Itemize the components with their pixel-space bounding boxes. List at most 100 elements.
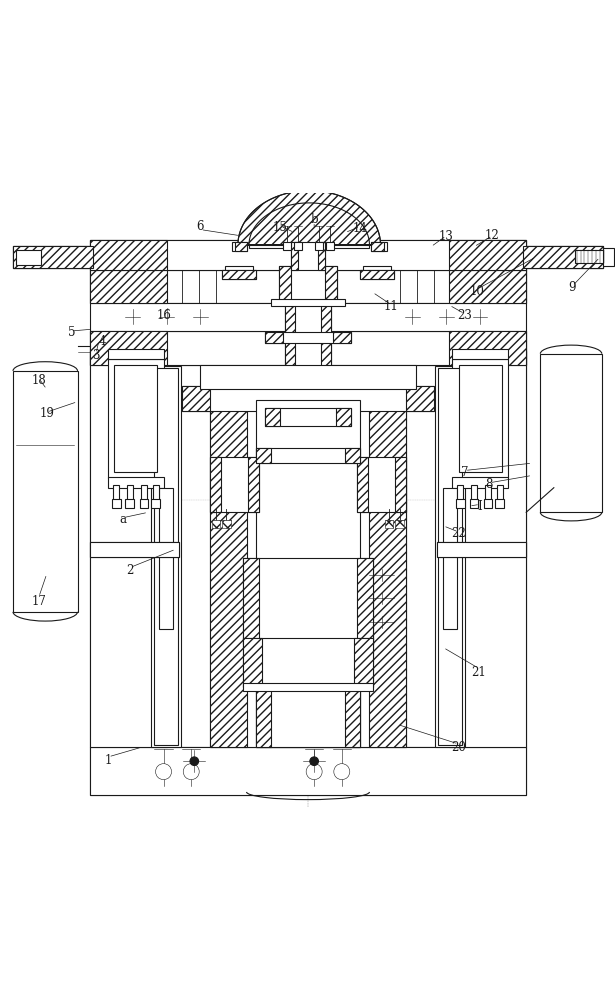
Bar — [458, 365, 501, 472]
Bar — [90, 747, 526, 795]
Bar — [13, 246, 93, 268]
Bar — [127, 485, 133, 500]
Bar — [452, 349, 508, 359]
Bar — [249, 245, 370, 248]
Text: 7: 7 — [461, 466, 469, 479]
Bar — [345, 448, 360, 463]
Bar — [90, 331, 167, 365]
Circle shape — [156, 764, 172, 780]
Circle shape — [190, 757, 198, 766]
Bar — [326, 242, 334, 250]
Bar — [363, 266, 391, 271]
Bar — [152, 366, 180, 747]
Bar — [279, 266, 337, 303]
Polygon shape — [385, 520, 394, 528]
Text: 1: 1 — [105, 754, 112, 767]
Bar — [457, 485, 463, 500]
Bar — [452, 359, 508, 478]
Text: a: a — [119, 513, 126, 526]
Bar — [90, 331, 526, 365]
Bar — [108, 359, 164, 478]
Bar — [449, 351, 526, 747]
Bar — [153, 485, 159, 500]
Bar — [265, 332, 283, 343]
Bar — [279, 266, 291, 303]
Bar — [496, 485, 503, 500]
Bar — [90, 240, 167, 270]
Bar — [160, 488, 172, 629]
Bar — [90, 303, 526, 331]
Bar — [294, 242, 302, 250]
Bar — [449, 331, 526, 365]
Bar — [357, 457, 368, 512]
Bar — [370, 394, 407, 747]
Bar — [182, 386, 434, 411]
Bar — [271, 299, 345, 306]
Bar — [354, 638, 373, 687]
Bar — [200, 365, 416, 389]
Circle shape — [183, 764, 199, 780]
Bar — [90, 351, 167, 747]
Bar — [112, 499, 121, 508]
Bar — [471, 485, 477, 500]
Bar — [452, 477, 508, 488]
Bar — [449, 270, 526, 303]
Bar — [407, 386, 434, 411]
Text: 2: 2 — [126, 564, 134, 577]
Bar — [265, 408, 351, 426]
Bar — [113, 485, 120, 500]
Text: 9: 9 — [569, 281, 576, 294]
Text: 19: 19 — [39, 407, 54, 420]
Bar — [256, 673, 271, 747]
Bar — [209, 394, 246, 747]
Text: 4: 4 — [99, 335, 106, 348]
Text: 12: 12 — [485, 229, 500, 242]
Bar — [523, 246, 603, 268]
Bar — [141, 485, 147, 500]
Text: 8: 8 — [485, 478, 493, 491]
Bar — [283, 242, 291, 250]
Text: 20: 20 — [451, 741, 466, 754]
Bar — [152, 499, 160, 508]
Bar — [437, 542, 526, 557]
Bar — [325, 266, 337, 303]
Bar — [108, 349, 164, 359]
Bar — [318, 242, 325, 270]
Bar — [285, 300, 331, 402]
Bar — [439, 368, 461, 745]
Bar — [495, 499, 504, 508]
Bar — [357, 558, 373, 644]
Bar — [90, 331, 526, 365]
Circle shape — [334, 764, 350, 780]
Polygon shape — [211, 520, 220, 528]
Bar — [575, 250, 606, 263]
Bar — [90, 270, 526, 303]
Bar — [182, 386, 209, 411]
Text: 13: 13 — [439, 230, 454, 243]
Bar — [449, 240, 526, 270]
Bar — [315, 242, 323, 250]
Bar — [449, 351, 526, 747]
Bar — [256, 448, 360, 463]
Bar — [291, 242, 298, 270]
Text: 14: 14 — [353, 222, 368, 235]
Polygon shape — [238, 191, 381, 245]
Polygon shape — [395, 520, 404, 528]
Text: 3: 3 — [92, 349, 100, 362]
Bar — [90, 747, 526, 795]
Bar — [456, 499, 464, 508]
Bar — [90, 351, 167, 747]
Bar — [16, 250, 41, 265]
Bar — [90, 542, 179, 557]
Bar — [90, 240, 526, 270]
Bar — [285, 300, 295, 402]
Bar — [395, 457, 407, 512]
Bar — [371, 242, 384, 251]
Text: 16: 16 — [156, 309, 171, 322]
Bar — [357, 457, 407, 512]
Text: 15: 15 — [273, 221, 288, 234]
Bar — [523, 246, 603, 268]
Polygon shape — [222, 520, 230, 528]
Bar — [360, 270, 394, 279]
Bar — [243, 558, 259, 644]
